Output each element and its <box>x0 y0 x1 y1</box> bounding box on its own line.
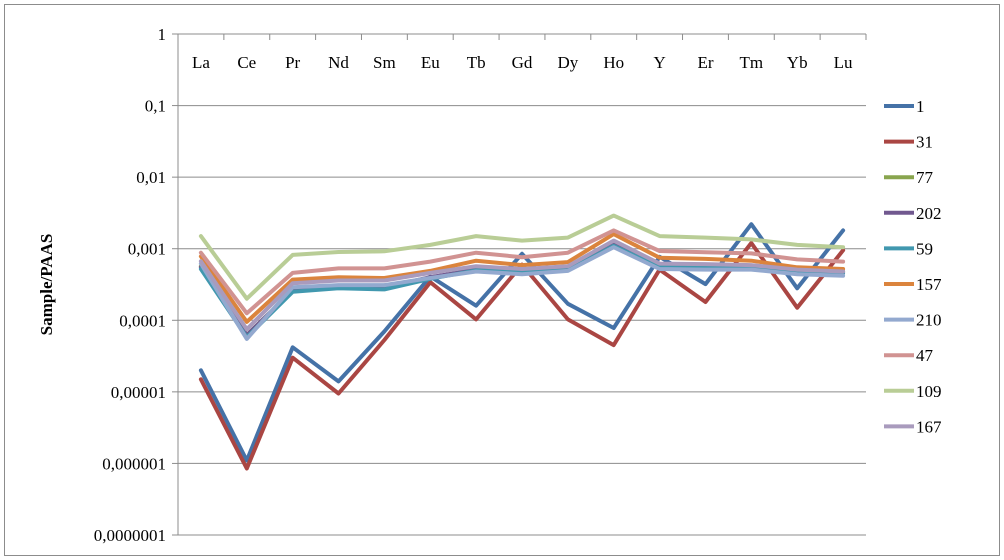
y-axis-title: Sample/PAAS <box>37 234 56 336</box>
y-tick-label: 0,0001 <box>119 311 166 330</box>
x-tick-label: Lu <box>834 53 853 72</box>
y-tick-label: 0,01 <box>136 168 166 187</box>
x-tick-label: Ho <box>603 53 624 72</box>
legend-label: 202 <box>916 204 942 223</box>
x-tick-label: Pr <box>285 53 300 72</box>
x-tick-label: Sm <box>373 53 396 72</box>
x-tick-label: Tm <box>740 53 764 72</box>
y-tick-label: 0,0000001 <box>94 526 166 545</box>
chart-frame <box>4 4 1000 556</box>
x-tick-label: Tb <box>467 53 486 72</box>
series-line-1 <box>198 222 846 463</box>
legend-label: 157 <box>916 275 942 294</box>
y-tick-label: 0,1 <box>145 97 166 116</box>
legend-label: 47 <box>916 346 934 365</box>
legend-label: 109 <box>916 382 942 401</box>
x-tick-label: Ce <box>237 53 256 72</box>
y-tick-label: 0,001 <box>128 240 166 259</box>
x-tick-label: Eu <box>421 53 440 72</box>
series-line-47 <box>198 228 846 316</box>
legend-label: 77 <box>916 168 934 187</box>
series-line-31 <box>198 241 846 471</box>
x-tick-label: Yb <box>787 53 808 72</box>
y-tick-label: 0,000001 <box>102 454 166 473</box>
legend-label: 210 <box>916 311 942 330</box>
series-line-210 <box>198 245 846 341</box>
legend-label: 167 <box>916 417 942 436</box>
legend-label: 59 <box>916 239 933 258</box>
y-tick-label: 0,00001 <box>111 383 166 402</box>
series-line-167 <box>198 238 846 332</box>
series-line-109 <box>198 213 846 301</box>
x-tick-label: Gd <box>512 53 533 72</box>
x-tick-label: Er <box>697 53 713 72</box>
legend-label: 31 <box>916 133 933 152</box>
x-tick-label: Nd <box>328 53 349 72</box>
x-tick-label: La <box>192 53 210 72</box>
series-line-157 <box>198 232 846 324</box>
y-tick-label: 1 <box>158 25 167 44</box>
x-tick-label: Dy <box>557 53 578 72</box>
legend-label: 1 <box>916 97 925 116</box>
x-tick-label: Y <box>653 53 665 72</box>
